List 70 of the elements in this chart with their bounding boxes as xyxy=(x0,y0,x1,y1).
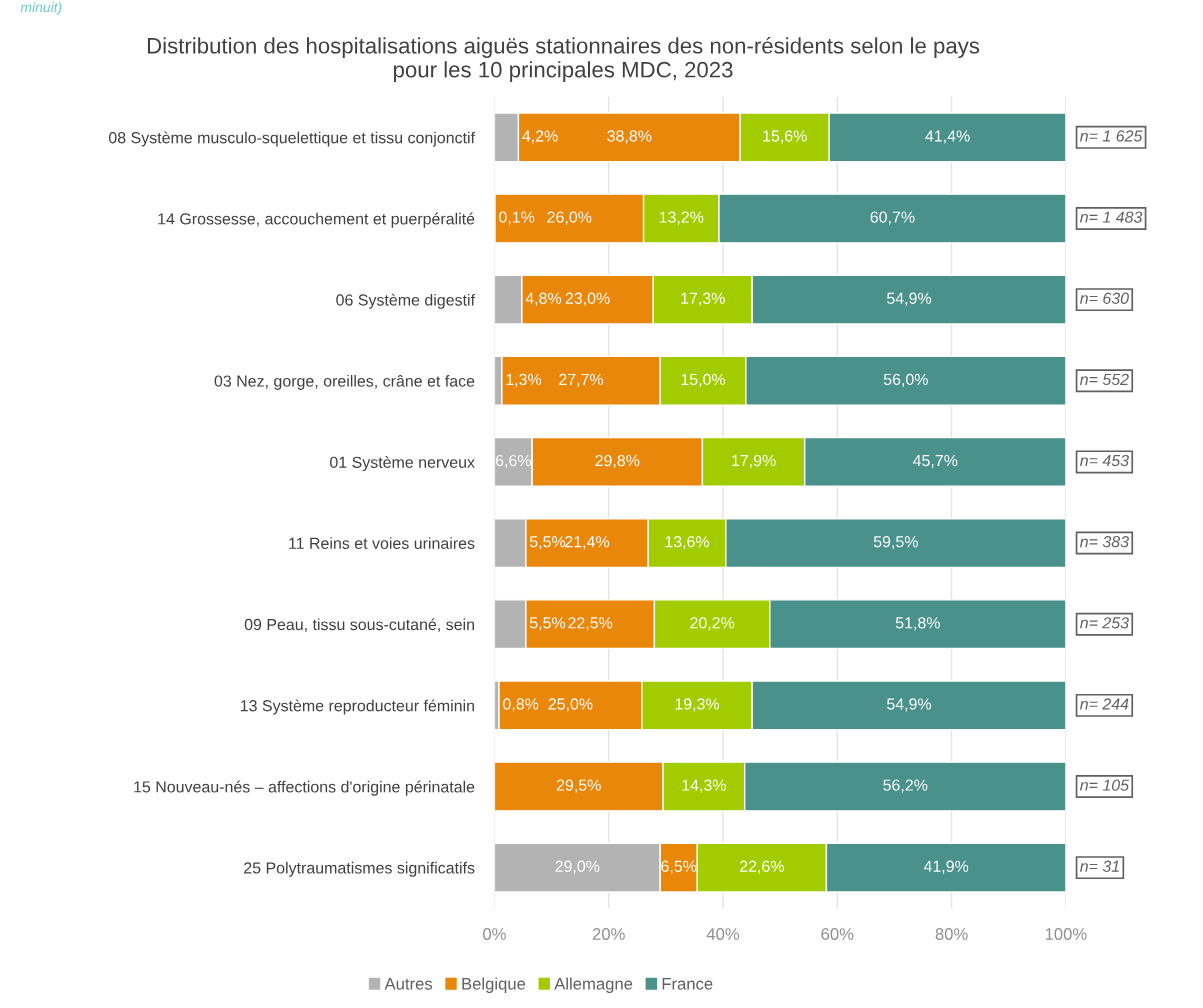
data-label: 29,0% xyxy=(555,860,600,874)
y-tick-label: 15 Nouveau-nés – affections d'origine périnatale xyxy=(134,780,475,796)
text: n= 453 xyxy=(1080,454,1129,467)
y-tick-label: 08 Système musculo-squelettique et tissu conjonctif xyxy=(108,131,476,147)
data-label: 19,3% xyxy=(675,698,720,712)
text: n= 383 xyxy=(1080,536,1129,548)
text: n= 630 xyxy=(1080,292,1129,304)
y-tick-label: 03 Nez, gorge, oreilles, crâne et face xyxy=(214,374,475,390)
data-label: 41,9% xyxy=(923,860,969,874)
y-tick-label: 09 Peau, tissu sous-cutané, sein xyxy=(244,618,474,633)
data-label: 5,5% xyxy=(529,536,566,550)
legend-label: Autres xyxy=(384,978,433,990)
text: n= 31 xyxy=(1080,860,1119,872)
text: n= 1 483 xyxy=(1080,211,1143,223)
data-label: 23,0% xyxy=(565,292,610,306)
x-tick-label: 0% xyxy=(483,928,506,940)
text: n= 105 xyxy=(1080,779,1130,791)
data-label: 59,5% xyxy=(873,536,918,550)
y-tick-label: 11 Reins et voies urinaires xyxy=(289,537,475,549)
text: n= 552 xyxy=(1080,373,1129,386)
data-label: 22,6% xyxy=(740,860,784,874)
data-label: 56,2% xyxy=(883,779,928,793)
data-label: 0,1% xyxy=(499,211,535,225)
data-label: 14,3% xyxy=(682,779,726,793)
data-label: 13,2% xyxy=(659,211,704,225)
data-label: 17,9% xyxy=(732,454,776,469)
data-label: 38,8% xyxy=(607,130,652,144)
data-label: 29,5% xyxy=(556,779,601,793)
data-label: 17,3% xyxy=(681,292,725,306)
text: minuit) xyxy=(20,2,62,15)
data-label: 54,9% xyxy=(887,698,932,712)
data-label: 25,0% xyxy=(548,698,593,712)
data-label: 27,7% xyxy=(559,373,604,387)
data-label: 15,6% xyxy=(763,130,807,144)
x-tick-label: 100% xyxy=(1045,928,1087,940)
legend-label: Allemagne xyxy=(554,977,633,993)
text: n= 1 625 xyxy=(1080,130,1143,142)
data-label: 45,7% xyxy=(913,454,958,469)
data-label: 6,6% xyxy=(495,454,531,469)
x-tick-label: 20% xyxy=(592,928,625,940)
x-tick-label: 80% xyxy=(935,928,968,940)
data-label: 51,8% xyxy=(895,617,940,631)
data-label: 29,8% xyxy=(595,454,640,469)
data-label: 41,4% xyxy=(925,130,970,144)
x-tick-label: 40% xyxy=(706,928,740,940)
data-label: 56,0% xyxy=(883,373,928,387)
data-label: 60,7% xyxy=(870,211,915,225)
y-tick-label: 14 Grossesse, accouchement et puerpéralité xyxy=(158,212,475,228)
y-tick-label: 13 Système reproducteur féminin xyxy=(240,699,474,715)
data-label: 22,5% xyxy=(568,617,613,631)
data-label: 26,0% xyxy=(547,211,592,225)
data-label: 20,2% xyxy=(690,617,735,631)
data-label: 54,9% xyxy=(887,292,932,306)
y-tick-label: 06 Système digestif xyxy=(336,293,476,309)
text: n= 253 xyxy=(1080,617,1129,629)
data-label: 0,8% xyxy=(503,698,539,712)
text: n= 244 xyxy=(1080,698,1129,710)
y-tick-label: 25 Polytraumatismes significatifs xyxy=(244,861,475,877)
x-tick-label: 60% xyxy=(821,928,854,940)
data-label: 13,6% xyxy=(665,536,710,550)
chart-title: Distribution des hospitalisations aiguës stationnaires des non-résidents selon le pays pour les 10 principales MDC, 2023 xyxy=(147,37,980,82)
data-label: 15,0% xyxy=(681,373,726,387)
legend-label: France xyxy=(662,978,713,990)
y-tick-label: 01 Système nerveux xyxy=(330,456,475,472)
legend-label: Belgique xyxy=(462,977,526,993)
data-label: 4,8% xyxy=(525,292,562,306)
data-label: 21,4% xyxy=(565,536,610,550)
data-label: 4,2% xyxy=(522,130,558,144)
data-label: 5,5% xyxy=(529,617,566,631)
data-label: 1,3% xyxy=(506,373,542,387)
